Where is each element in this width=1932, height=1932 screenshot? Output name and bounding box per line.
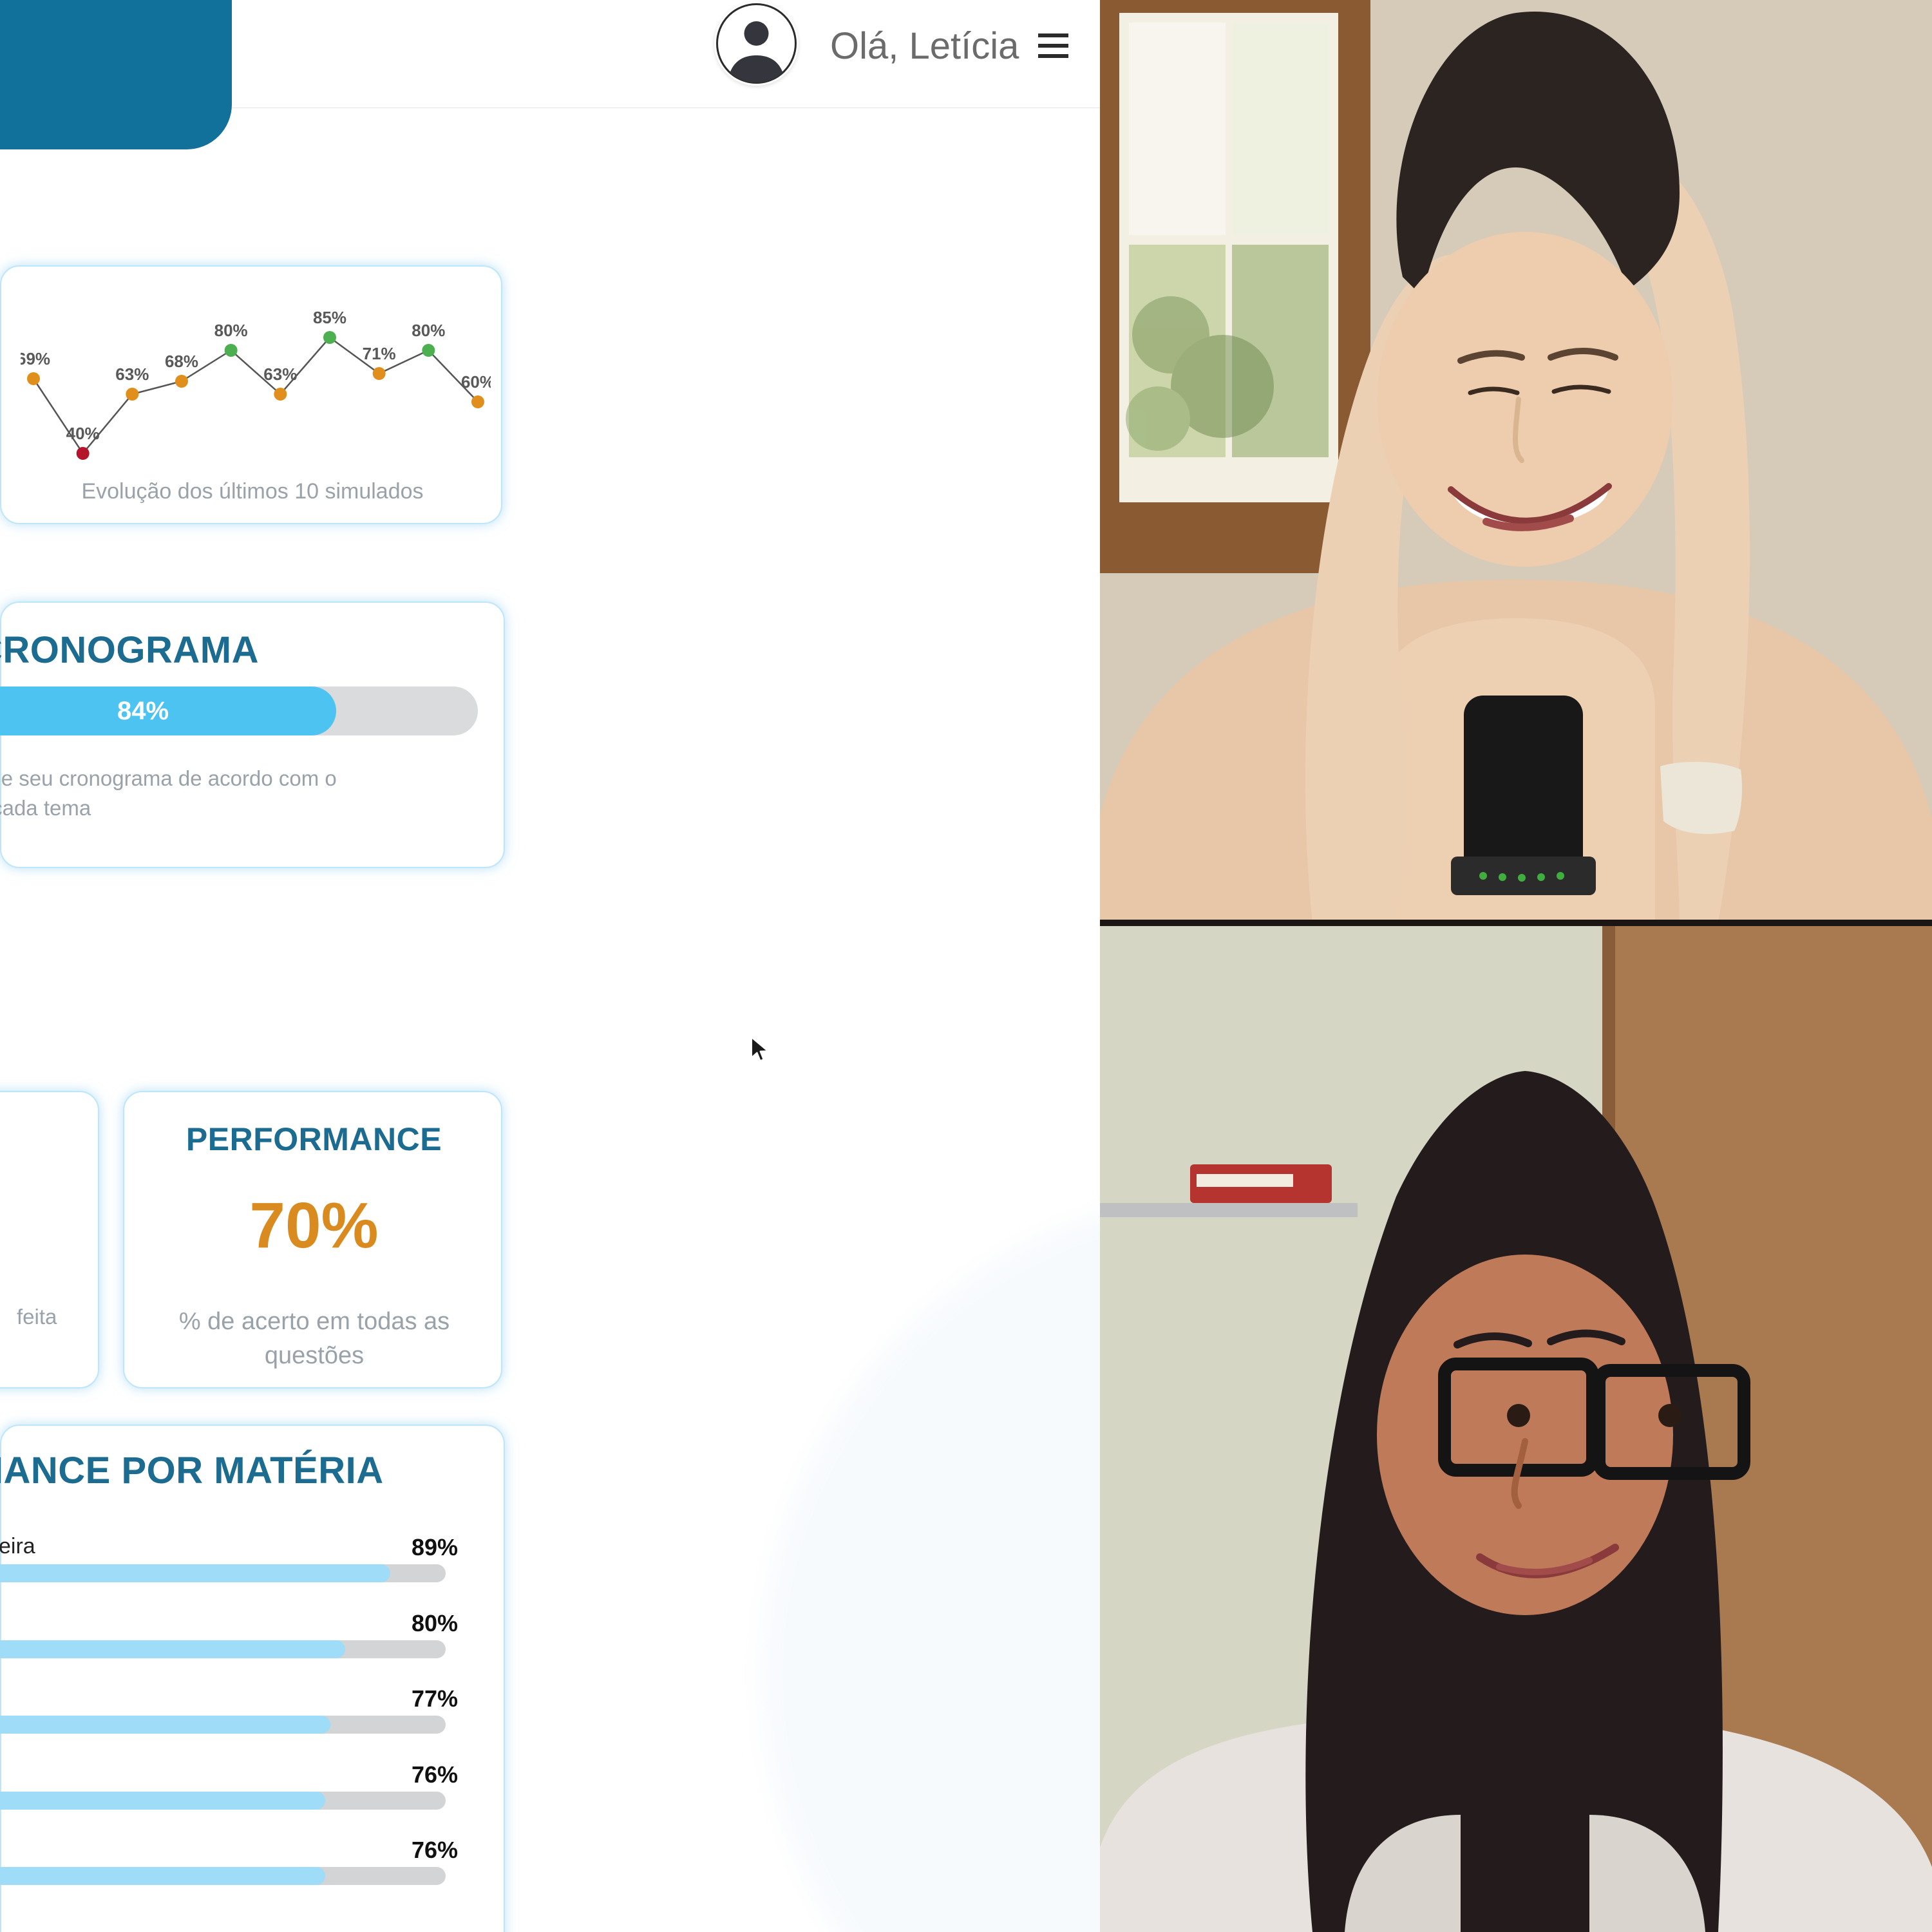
svg-text:40%: 40% [66,424,100,443]
svg-text:80%: 80% [214,321,248,340]
svg-text:63%: 63% [115,365,149,384]
svg-text:85%: 85% [313,308,346,327]
svg-text:68%: 68% [165,352,198,371]
svg-text:71%: 71% [363,344,396,363]
svg-text:60%: 60% [461,372,491,392]
svg-text:69%: 69% [21,349,50,368]
svg-text:63%: 63% [263,365,297,384]
svg-text:80%: 80% [412,321,445,340]
